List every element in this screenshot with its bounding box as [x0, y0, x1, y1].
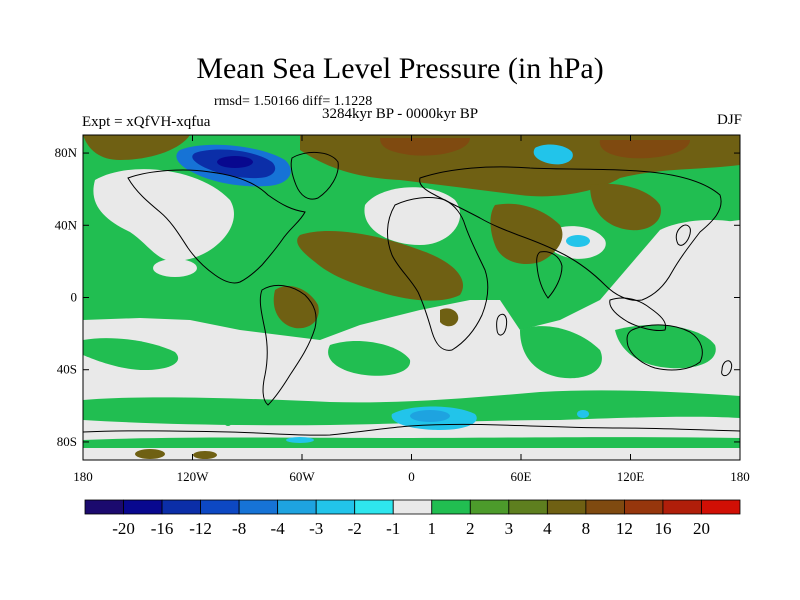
season-label: DJF	[716, 112, 742, 128]
x-tick-label: 60W	[289, 469, 315, 484]
x-tick-label: 60E	[511, 469, 532, 484]
field-green-souther-ocean	[83, 390, 740, 426]
colorbar-swatch	[84, 499, 124, 515]
colorbar-label: 16	[654, 519, 671, 538]
colorbar-swatch	[431, 499, 471, 515]
field-green-australia	[615, 325, 716, 369]
colorbar-label: -2	[348, 519, 362, 538]
field-olive-sahara	[297, 230, 464, 301]
colorbar: -20 -16 -12 -8 -4 -3 -2 -1 1 2 3 4 8 12 16 20	[84, 499, 741, 538]
coast-seasia	[609, 297, 667, 331]
field-deepblue-greenland	[217, 156, 253, 168]
colorbar-swatch	[315, 499, 356, 515]
y-tick-label: 40S	[57, 362, 77, 377]
coast-eurasia	[419, 166, 722, 301]
y-axis: 80N 40N 0 40S 80S	[55, 145, 740, 449]
field-grey-wpacific	[657, 220, 740, 330]
colorbar-label: 4	[543, 519, 552, 538]
coast-madagascar	[496, 313, 508, 336]
colorbar-label: -12	[189, 519, 212, 538]
colorbar-swatch	[200, 499, 240, 515]
y-tick-label: 80S	[57, 434, 77, 449]
x-tick-label: 180	[73, 469, 93, 484]
colorbar-swatch	[585, 499, 625, 515]
field-green-sindian	[520, 326, 602, 379]
colorbar-swatch	[624, 499, 664, 515]
coast-new-zealand	[721, 360, 733, 377]
colorbar-label: -16	[151, 519, 174, 538]
colorbar-swatch	[277, 499, 317, 515]
colorbar-swatch	[123, 499, 163, 515]
coastlines	[83, 152, 740, 436]
field-olive-china	[590, 183, 661, 231]
y-tick-label: 0	[71, 290, 78, 305]
colorbar-label: 3	[505, 519, 514, 538]
colorbar-label: -20	[112, 519, 135, 538]
coast-india	[536, 251, 563, 299]
colorbar-swatch	[546, 499, 587, 515]
map-field	[83, 135, 740, 460]
colorbar-swatch	[701, 499, 741, 515]
colorbar-label: 2	[466, 519, 475, 538]
colorbar-swatch	[238, 499, 279, 515]
field-green-satl	[328, 340, 411, 376]
rmsd-diff-stats: rmsd= 1.50166 diff= 1.1228	[214, 94, 373, 109]
field-lightblue-arctic	[533, 144, 573, 165]
colorbar-label: 12	[616, 519, 633, 538]
coast-australia	[626, 324, 703, 371]
field-green-dot	[225, 422, 231, 426]
colorbar-label: -1	[386, 519, 400, 538]
colorbar-label: -8	[232, 519, 246, 538]
colorbar-label: -3	[309, 519, 323, 538]
field-olive-pole	[135, 449, 165, 459]
field-brown-arctic	[380, 138, 470, 156]
y-tick-label: 80N	[55, 145, 78, 160]
field-olive-atlantic-s	[440, 308, 459, 327]
time-period: 3284kyr BP - 0000kyr BP	[322, 106, 479, 122]
field-olive-pole2	[193, 451, 217, 459]
colorbar-label: 8	[582, 519, 591, 538]
colorbar-label: -4	[271, 519, 286, 538]
colorbar-label: 1	[428, 519, 437, 538]
chart-title: Mean Sea Level Pressure (in hPa)	[196, 52, 604, 85]
colorbar-swatch	[392, 499, 433, 515]
coast-japan	[675, 224, 691, 246]
field-olive-west	[83, 135, 190, 160]
colorbar-swatch	[161, 499, 201, 515]
field-olive-india	[490, 203, 563, 265]
field-lightblue-weddell	[286, 437, 314, 443]
y-tick-label: 40N	[55, 217, 78, 232]
colorbar-swatch	[354, 499, 394, 515]
coast-antarctica	[83, 423, 740, 436]
x-tick-label: 0	[408, 469, 415, 484]
x-tick-label: 120E	[617, 469, 645, 484]
colorbar-label: 20	[693, 519, 710, 538]
colorbar-swatch	[662, 499, 702, 515]
coast-north-america	[127, 169, 306, 284]
field-blue-antarctic-core	[410, 410, 450, 422]
field-lightblue-tibet	[566, 235, 590, 247]
field-grey-natlantic	[364, 187, 461, 245]
experiment-label: Expt = xQfVH-xqfua	[82, 114, 211, 130]
field-grey-small	[153, 259, 197, 277]
x-tick-label: 180	[730, 469, 750, 484]
colorbar-swatch	[508, 499, 548, 515]
coast-greenland	[290, 152, 339, 200]
field-green-spacific	[83, 338, 179, 370]
field-brown-siberia	[599, 140, 690, 159]
x-axis: 180 120W 60W 0 60E 120E 180	[73, 135, 750, 484]
colorbar-swatch	[469, 499, 510, 515]
coast-south-america	[259, 284, 317, 406]
x-tick-label: 120W	[177, 469, 210, 484]
coast-europe-africa	[387, 197, 489, 351]
field-olive-samerica	[273, 285, 319, 329]
field-lightblue-dot	[577, 410, 589, 418]
